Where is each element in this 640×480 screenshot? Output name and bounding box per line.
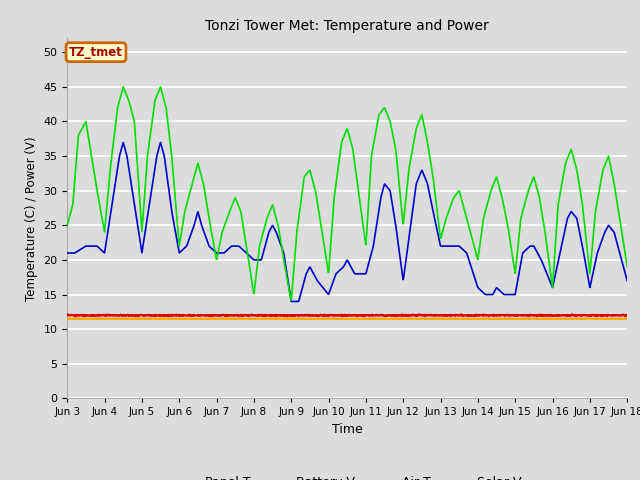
Y-axis label: Temperature (C) / Power (V): Temperature (C) / Power (V) <box>25 136 38 300</box>
Legend: Panel T, Battery V, Air T, Solar V: Panel T, Battery V, Air T, Solar V <box>168 471 526 480</box>
Title: Tonzi Tower Met: Temperature and Power: Tonzi Tower Met: Temperature and Power <box>205 19 489 33</box>
Text: TZ_tmet: TZ_tmet <box>69 46 123 59</box>
X-axis label: Time: Time <box>332 423 363 436</box>
